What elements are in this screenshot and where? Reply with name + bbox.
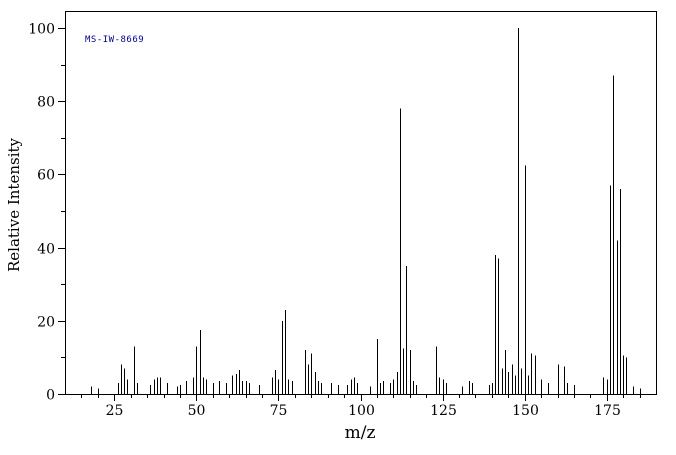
x-tick-label: 100 [348,403,375,419]
y-tick-label: 40 [37,242,55,258]
plot-border [65,11,657,395]
x-tick-label: 125 [430,403,457,419]
y-axis-title: Relative Intensity [5,138,23,273]
y-tick-label: 60 [37,168,55,184]
y-tick-label: 20 [37,315,55,331]
y-tick-label: 80 [37,95,55,111]
x-tick-label: 25 [106,403,124,419]
x-tick-label: 50 [188,403,206,419]
spectrum-annotation: MS-IW-8669 [85,35,145,45]
y-tick-label: 100 [28,22,55,38]
x-tick-label: 75 [270,403,288,419]
y-tick-label: 0 [46,388,55,404]
x-axis-title: m/z [344,423,376,443]
x-tick-label: 150 [512,403,539,419]
x-tick-label: 175 [594,403,621,419]
